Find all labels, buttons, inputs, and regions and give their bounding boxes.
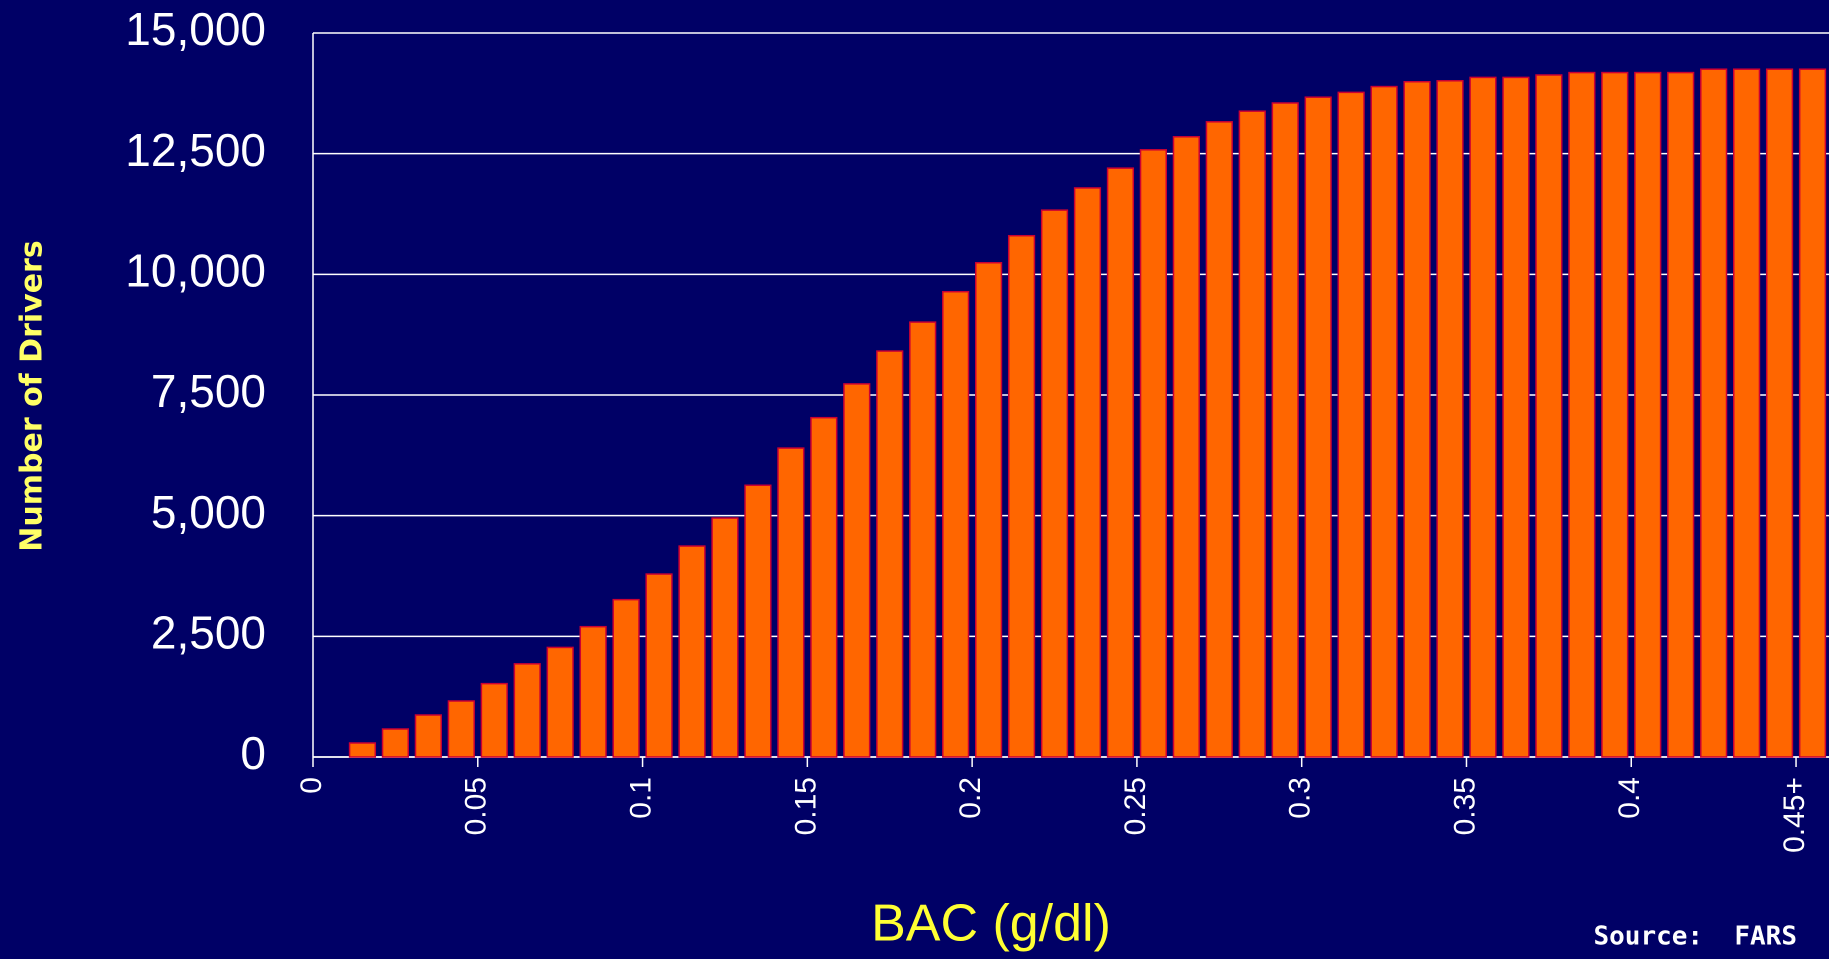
x-tick-label: 0.05 xyxy=(460,777,493,835)
bar xyxy=(1370,85,1398,758)
y-tick-label: 0 xyxy=(240,727,266,779)
bar xyxy=(513,663,541,758)
bar xyxy=(1733,68,1761,758)
bar xyxy=(1403,80,1431,758)
bar xyxy=(1205,121,1233,758)
bar xyxy=(546,646,574,758)
y-tick-label: 15,000 xyxy=(125,3,266,55)
bar xyxy=(744,484,772,758)
bar xyxy=(612,598,640,758)
bar xyxy=(876,350,904,758)
bar xyxy=(1700,68,1728,758)
bar xyxy=(1106,167,1135,758)
source-note: Source: FARS xyxy=(1594,922,1798,952)
bar xyxy=(777,447,805,758)
bar xyxy=(1073,187,1102,758)
bar xyxy=(1568,71,1596,758)
x-tick-label: 0 xyxy=(295,777,328,794)
y-tick-label: 12,500 xyxy=(125,124,266,176)
bar xyxy=(645,573,673,758)
x-tick-label: 0.3 xyxy=(1284,777,1317,819)
bar xyxy=(1535,74,1563,758)
bar xyxy=(1007,234,1036,758)
x-tick-label: 0.25 xyxy=(1119,777,1152,835)
bar xyxy=(810,416,838,758)
bar xyxy=(414,714,442,758)
bar xyxy=(1436,80,1464,758)
bar xyxy=(579,625,607,758)
bar xyxy=(1172,136,1200,758)
bar xyxy=(1469,76,1497,758)
x-tick-label: 0.35 xyxy=(1448,777,1481,835)
bar xyxy=(381,728,409,758)
bar xyxy=(1337,91,1365,758)
bar xyxy=(1502,76,1530,758)
bar xyxy=(975,261,1003,758)
bar xyxy=(348,742,377,758)
y-tick-label: 2,500 xyxy=(151,606,266,658)
x-tick-label: 0.45+ xyxy=(1778,777,1811,853)
bar xyxy=(678,545,706,758)
bar xyxy=(1040,209,1069,758)
x-tick-label: 0.1 xyxy=(624,777,657,819)
bar xyxy=(909,321,937,758)
bar xyxy=(1238,110,1266,758)
bar xyxy=(1765,68,1794,758)
bar xyxy=(1601,71,1629,758)
bar xyxy=(1634,71,1662,758)
bar xyxy=(1304,96,1332,758)
bar xyxy=(1667,71,1695,758)
y-tick-label: 10,000 xyxy=(125,244,266,296)
bar xyxy=(1271,102,1299,758)
x-axis-title: BAC (g/dl) xyxy=(871,895,1111,953)
x-tick-label: 0.2 xyxy=(954,777,987,819)
y-tick-label: 7,500 xyxy=(151,365,266,417)
y-axis-title: Number of Drivers xyxy=(15,240,50,551)
bar xyxy=(711,517,739,758)
bar xyxy=(1139,149,1167,758)
bar xyxy=(1798,68,1827,758)
y-tick-label: 5,000 xyxy=(151,486,266,538)
x-tick-label: 0.4 xyxy=(1613,777,1646,819)
bar xyxy=(843,383,871,758)
x-tick-label: 0.15 xyxy=(789,777,822,835)
bar xyxy=(480,682,508,758)
bar xyxy=(447,700,475,758)
bar xyxy=(942,290,970,758)
